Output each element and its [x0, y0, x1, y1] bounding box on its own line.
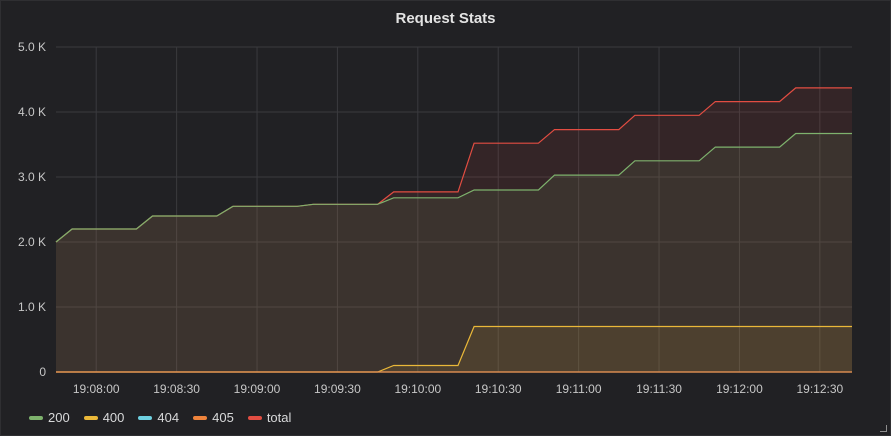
legend-label: 400: [102, 410, 125, 425]
x-tick-label: 19:09:30: [314, 382, 361, 396]
x-tick-label: 19:10:30: [475, 382, 522, 396]
legend: 200 400 404 405 total: [29, 410, 291, 425]
x-tick-label: 19:10:00: [394, 382, 441, 396]
legend-swatch: [29, 415, 43, 420]
grid-lines: [56, 46, 852, 373]
legend-item-total[interactable]: total: [247, 410, 292, 425]
x-tick-label: 19:08:00: [73, 382, 120, 396]
legend-label: 404: [157, 410, 180, 425]
series-area-200: [56, 133, 852, 372]
legend-swatch: [193, 415, 208, 420]
series-area-total: [56, 87, 852, 373]
legend-label: 200: [48, 410, 70, 425]
y-axis-tick-labels: 0 1.0 K 2.0 K 3.0 K 4.0 K 5.0 K: [18, 40, 46, 379]
legend-label: total: [266, 410, 292, 425]
y-tick-label: 1.0 K: [18, 300, 46, 314]
series-lines: [55, 87, 852, 373]
x-tick-label: 19:12:30: [796, 382, 843, 396]
y-tick-label: 5.0 K: [18, 40, 46, 54]
x-tick-label: 19:11:00: [556, 382, 602, 396]
y-tick-label: 2.0 K: [18, 235, 46, 249]
x-axis-tick-labels: 19:08:00 19:08:30 19:09:00 19:09:30 19:10:00…: [73, 382, 844, 396]
x-tick-label: 19:12:00: [716, 382, 763, 396]
resize-handle[interactable]: [880, 425, 887, 432]
series-area-400: [56, 326, 852, 372]
panel-title[interactable]: Request Stats: [395, 10, 496, 27]
legend-item-200[interactable]: 200: [29, 410, 70, 425]
y-tick-label: 0: [39, 365, 46, 379]
legend-swatch: [83, 415, 98, 420]
y-tick-label: 4.0 K: [18, 105, 46, 119]
x-tick-label: 19:09:00: [234, 382, 281, 396]
x-tick-label: 19:08:30: [153, 382, 200, 396]
legend-swatch: [138, 415, 153, 420]
series-areas: [56, 87, 852, 373]
legend-item-404[interactable]: 404: [138, 410, 179, 425]
legend-swatch: [247, 415, 262, 420]
legend-label: 405: [212, 410, 234, 425]
x-tick-label: 19:11:30: [636, 382, 682, 396]
series-line-200: [55, 132, 852, 243]
legend-item-405[interactable]: 405: [193, 410, 234, 425]
legend-item-400[interactable]: 400: [83, 410, 125, 425]
y-tick-label: 3.0 K: [18, 170, 46, 184]
